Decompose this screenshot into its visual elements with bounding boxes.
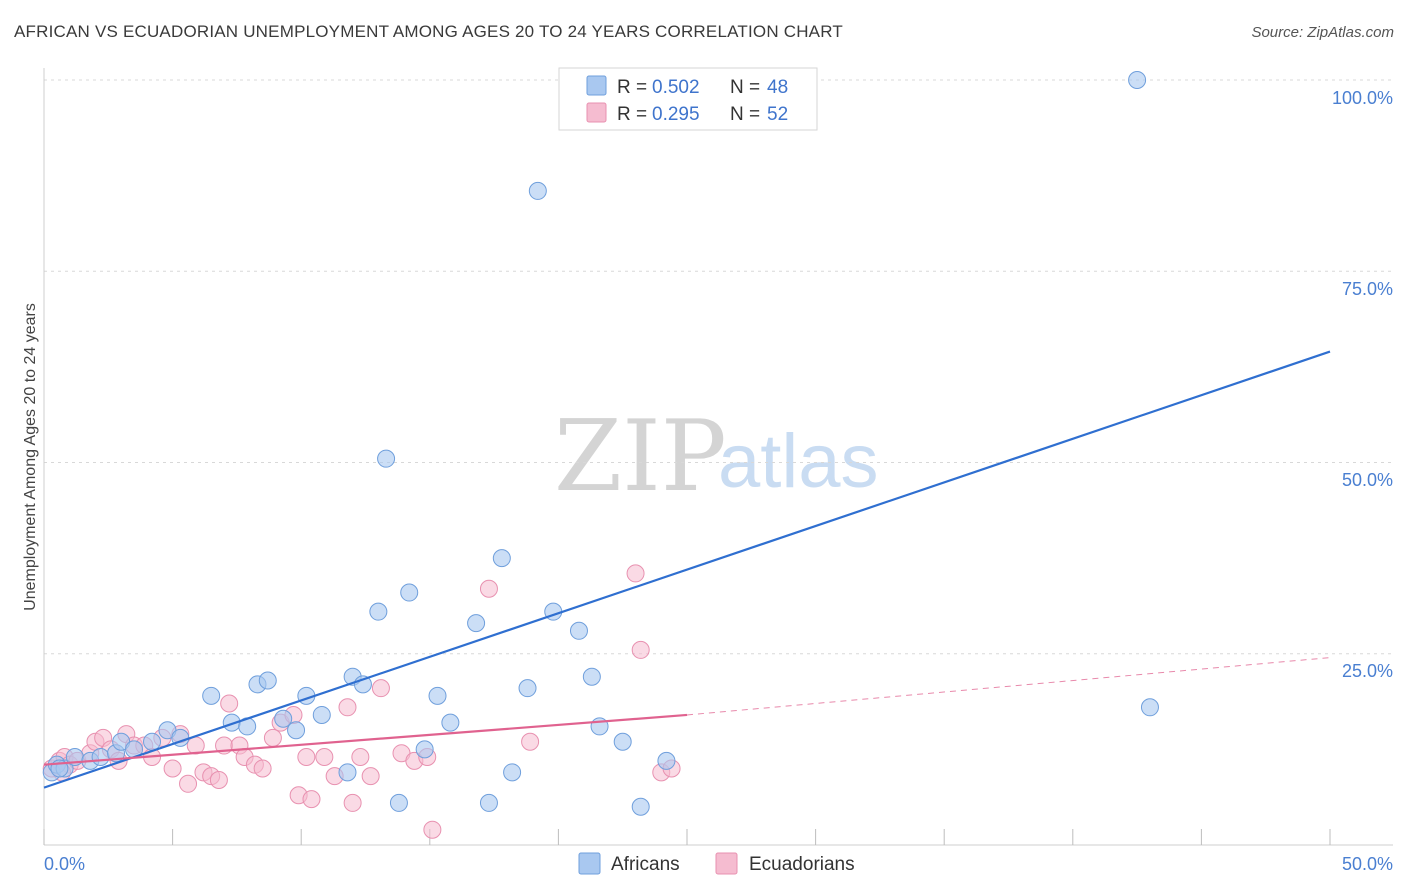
legend-r-label-ecuadorians: R = [617,104,647,125]
ecuadorians-point-37 [343,793,362,812]
legend-n-value-africans: 48 [767,77,788,98]
africans-point-29 [441,713,460,732]
series-legend-label-ecuadorians: Ecuadorians [749,854,855,875]
watermark-zip: ZIP [554,400,727,514]
ecuadorians-point-17 [179,774,198,793]
africans-point-30 [467,614,486,633]
legend-n-value-ecuadorians: 52 [767,104,788,125]
africans-point-31 [479,793,498,812]
legend-r-value-ecuadorians: 0.295 [652,104,700,125]
africans-trend-line [43,350,1331,789]
africans-point-5 [91,748,110,767]
africans-point-37 [569,621,588,640]
chart-title: AFRICAN VS ECUADORIAN UNEMPLOYMENT AMONG… [14,22,843,41]
legend-n-label-ecuadorians: N = [730,104,760,125]
ecuadorians-point-40 [371,679,390,698]
ecuadorians-point-45 [479,579,498,598]
africans-point-47 [143,732,162,751]
ecuadorians-point-23 [220,694,239,713]
africans-point-28 [428,686,447,705]
series-legend: Africans Ecuadorians [578,852,855,875]
correlation-legend: R = 0.502 N = 48 R = 0.295 N = 52 [558,67,818,131]
trend-lines [43,350,1331,789]
africans-point-25 [389,793,408,812]
africans-point-41 [631,797,650,816]
ecuadorians-point-32 [297,748,316,767]
africans-point-17 [287,721,306,740]
legend-swatch-ecuadorians [586,102,607,123]
africans-point-11 [202,686,221,705]
africans-point-16 [274,709,293,728]
legend-n-label-africans: N = [730,77,760,98]
legend-swatch-africans [586,75,607,96]
y-tick-label-50: 50.0% [1342,470,1393,490]
ecuadorians-points [42,564,681,839]
ecuadorians-point-15 [163,759,182,778]
ecuadorians-point-48 [631,640,650,659]
ecuadorians-point-21 [209,770,228,789]
ecuadorians-point-33 [302,790,321,809]
x-tick-label-min: 0.0% [44,854,85,874]
africans-point-33 [503,763,522,782]
ecuadorians-point-38 [351,748,370,767]
ecuadorians-point-39 [361,767,380,786]
x-tick-label-max: 50.0% [1342,854,1393,874]
series-legend-label-africans: Africans [611,854,680,875]
africans-point-40 [613,732,632,751]
y-tick-label-75: 75.0% [1342,279,1393,299]
legend-r-label-africans: R = [617,77,647,98]
africans-point-26 [400,583,419,602]
watermark-atlas: atlas [718,419,879,504]
y-axis-title: Unemployment Among Ages 20 to 24 years [22,303,39,611]
series-legend-swatch-ecuadorians [715,852,738,875]
source-label: Source: ZipAtlas.com [1251,24,1394,41]
legend-r-value-africans: 0.502 [652,77,700,98]
y-tick-label-100: 100.0% [1332,88,1393,108]
ecuadorians-point-44 [423,820,442,839]
ecuadorians-point-27 [253,759,272,778]
africans-point-20 [338,763,357,782]
africans-point-44 [1128,71,1147,89]
africans-point-34 [518,679,537,698]
africans-point-24 [377,449,396,468]
africans-point-15 [258,671,277,690]
africans-point-27 [415,740,434,759]
ecuadorians-point-46 [521,732,540,751]
africans-point-19 [312,705,331,724]
ecuadorians-trend-extension [686,657,1331,716]
ecuadorians-point-28 [263,728,282,747]
africans-point-23 [369,602,388,621]
africans-point-45 [1140,698,1159,717]
y-tick-label-25: 25.0% [1342,661,1393,681]
africans-point-42 [657,751,676,770]
ecuadorians-point-34 [315,748,334,767]
africans-point-32 [492,549,511,568]
ecuadorians-point-47 [626,564,645,583]
ecuadorians-point-36 [338,698,357,717]
ecuadorians-trend-line [43,713,688,766]
africans-point-38 [582,667,601,686]
series-legend-swatch-africans [578,852,601,875]
africans-point-35 [528,181,547,200]
